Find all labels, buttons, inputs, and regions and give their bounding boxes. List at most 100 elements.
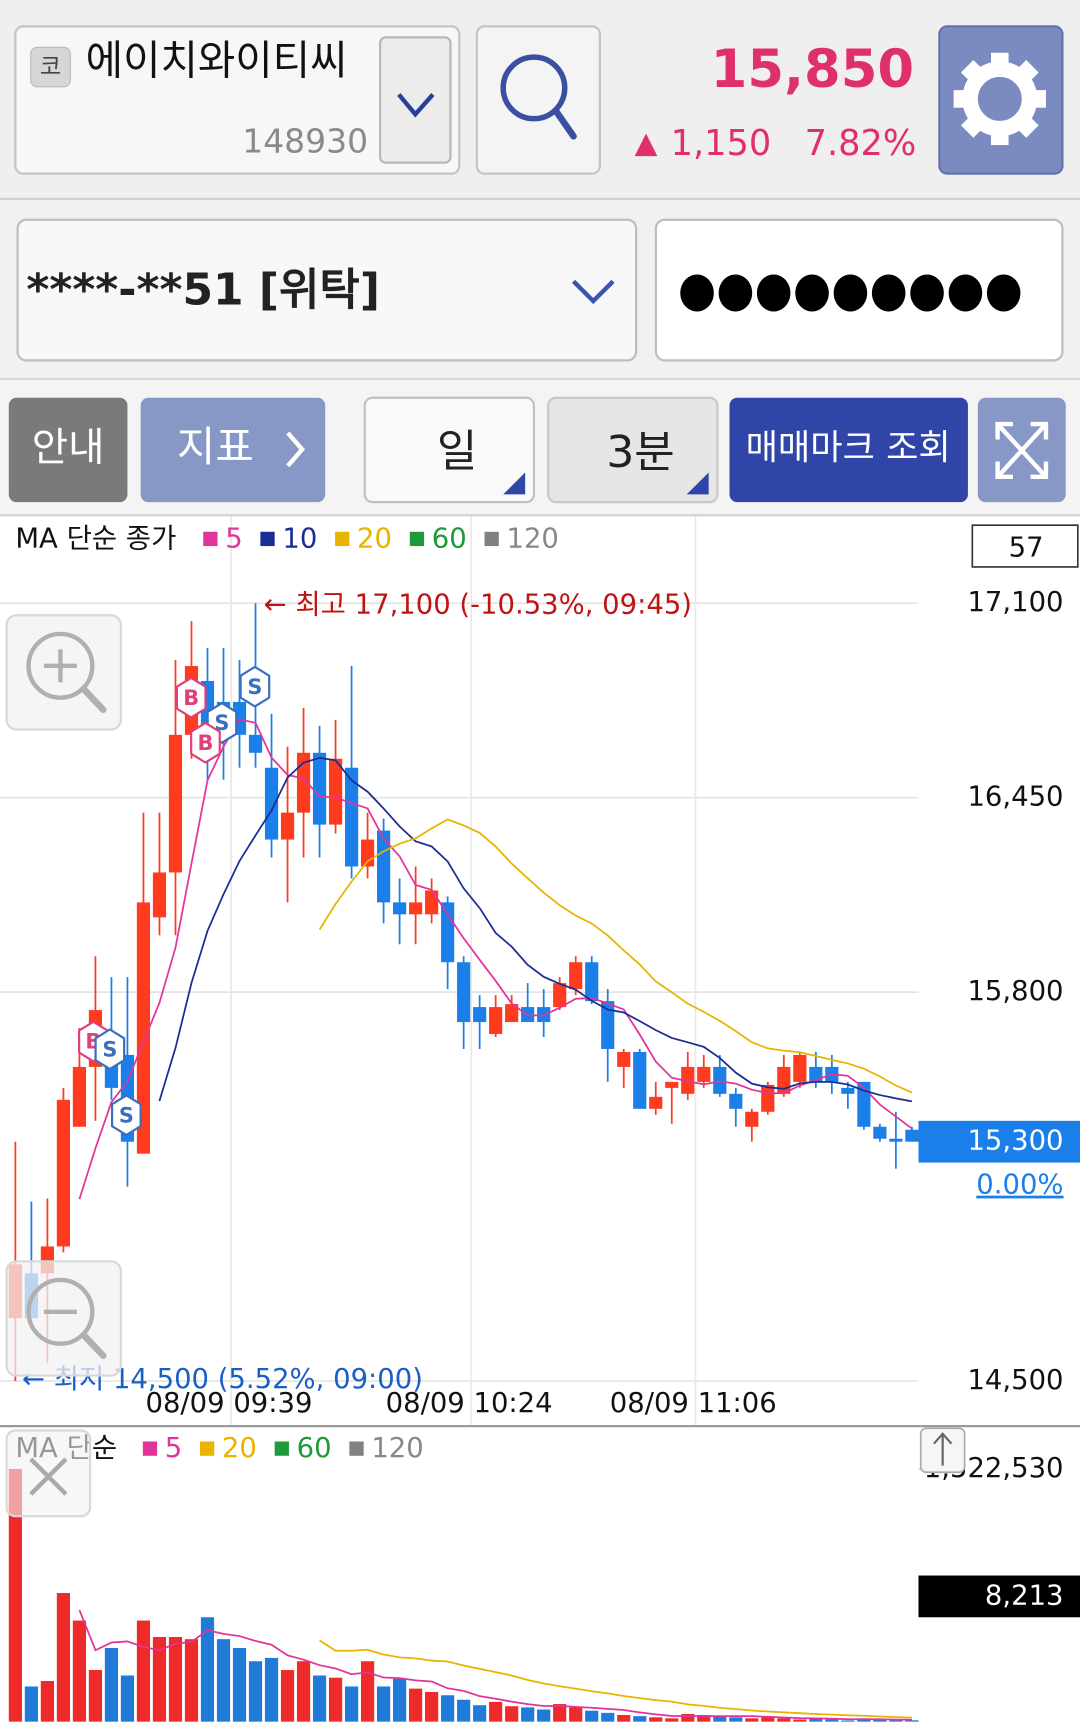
- y-tick-label: 15,800: [967, 976, 1063, 1007]
- candle-body: [441, 902, 455, 963]
- candle-body: [553, 983, 567, 1008]
- indicator-button[interactable]: [140, 397, 326, 503]
- close-button[interactable]: [5, 1429, 92, 1518]
- volume-bar: [216, 1639, 231, 1722]
- candle-body: [841, 1087, 855, 1094]
- candle-body: [248, 734, 263, 753]
- interval-label: 3분: [606, 427, 674, 478]
- candle-body: [777, 1066, 791, 1094]
- change-arrow: ▲: [635, 124, 658, 159]
- candle-body: [697, 1066, 711, 1082]
- chart-controls: [5, 614, 966, 1518]
- candle-body: [280, 812, 295, 840]
- zoom-icon: [80, 1331, 107, 1360]
- candle-body: [377, 830, 391, 903]
- arrow-icon: [933, 1432, 953, 1466]
- password-field[interactable]: [654, 218, 1064, 362]
- count-box: [971, 524, 1079, 568]
- volume-bar: [232, 1647, 247, 1722]
- volume-bar: [505, 1706, 519, 1722]
- trade-mark-label: S: [119, 1103, 134, 1127]
- candle-body: [793, 1054, 807, 1082]
- volume-bar: [393, 1678, 407, 1722]
- visible-count: 57: [1009, 532, 1044, 563]
- x-tick-label: 08/09 11:06: [610, 1388, 777, 1419]
- candle-body: [72, 1066, 87, 1127]
- volume-bar: [457, 1699, 471, 1722]
- candle-body: [457, 962, 471, 1023]
- period-button[interactable]: [363, 396, 536, 504]
- settings-button[interactable]: [938, 25, 1064, 175]
- current-price: 15,300: [967, 1126, 1063, 1157]
- volume-bar: [328, 1677, 343, 1722]
- volume-bar: [377, 1686, 391, 1722]
- ma-line: [318, 818, 913, 1094]
- volume-bar: [793, 1719, 807, 1722]
- candle-body: [729, 1093, 743, 1109]
- legend-label: 60: [297, 1433, 332, 1464]
- volume-bar: [569, 1707, 583, 1722]
- candle-body: [393, 902, 407, 915]
- expand-icon: [995, 421, 1049, 480]
- volume-bar: [521, 1707, 535, 1722]
- volume-bar: [633, 1716, 647, 1722]
- legend-swatch: [484, 531, 499, 547]
- ma-line: [78, 718, 913, 1200]
- legend-swatch: [203, 531, 218, 547]
- trade-mark-label: 매매마크 조회: [746, 427, 951, 468]
- legend-swatch: [335, 531, 350, 547]
- candle-body: [56, 1099, 71, 1247]
- stock-box[interactable]: [14, 25, 461, 175]
- volume-bar: [601, 1712, 615, 1722]
- search-button[interactable]: [475, 25, 601, 175]
- candle-body: [665, 1081, 679, 1088]
- ma-line: [158, 756, 913, 1103]
- legend-swatch: [199, 1441, 215, 1456]
- trade-mark-label: S: [247, 675, 262, 699]
- legend-label: 5: [165, 1433, 182, 1464]
- candle-body: [473, 1007, 487, 1023]
- volume-bar: [152, 1637, 167, 1722]
- market-badge: [30, 46, 71, 88]
- volume-bar: [777, 1718, 791, 1722]
- chevron-icon: [571, 279, 615, 305]
- price: 15,850: [711, 39, 914, 100]
- candle-body: [328, 758, 343, 825]
- chevron-icon: [397, 93, 435, 118]
- volume-bar: [72, 1620, 87, 1722]
- trade-mark-label: S: [102, 1037, 117, 1061]
- volume-bar: [104, 1647, 119, 1722]
- gear-icon: [953, 52, 1046, 146]
- volume-bar: [360, 1661, 375, 1722]
- y-tick-label: 14,500: [967, 1365, 1063, 1396]
- volume-bar: [168, 1637, 183, 1722]
- volume-bar: [841, 1720, 855, 1722]
- volume-bar: [56, 1593, 71, 1722]
- chevron-icon: [286, 431, 306, 468]
- close-icon: [29, 1457, 68, 1496]
- legend-label: 5: [225, 523, 242, 554]
- price-chart: 17,100 16,450 15,800 14,500 08/09 09:39 08/09…: [0, 516, 1080, 1427]
- volume-bar: [409, 1688, 423, 1722]
- volume-bar: [8, 1468, 22, 1722]
- stock-dropdown[interactable]: [379, 36, 452, 164]
- volume-bar: [120, 1675, 135, 1722]
- last-volume: 8,213: [985, 1580, 1064, 1611]
- account-select[interactable]: [16, 218, 638, 362]
- candle-body: [873, 1126, 887, 1139]
- ma-line: [319, 1639, 912, 1719]
- search-icon: [500, 54, 568, 122]
- chart-bg: [0, 515, 1080, 1722]
- volume-bar: [745, 1718, 759, 1722]
- change: 1,150: [671, 123, 772, 164]
- zoom-icon: [26, 631, 95, 700]
- interval-button[interactable]: [547, 396, 719, 504]
- info-button[interactable]: [8, 397, 128, 503]
- volume-bar: [489, 1701, 503, 1722]
- candle-body: [857, 1081, 871, 1127]
- legend-swatch: [260, 531, 275, 547]
- legend-title: MA 단순 종가: [15, 523, 176, 554]
- volume-bar: [665, 1718, 679, 1722]
- trade-mark-button[interactable]: [729, 397, 968, 503]
- trade-mark-label: B: [183, 686, 199, 710]
